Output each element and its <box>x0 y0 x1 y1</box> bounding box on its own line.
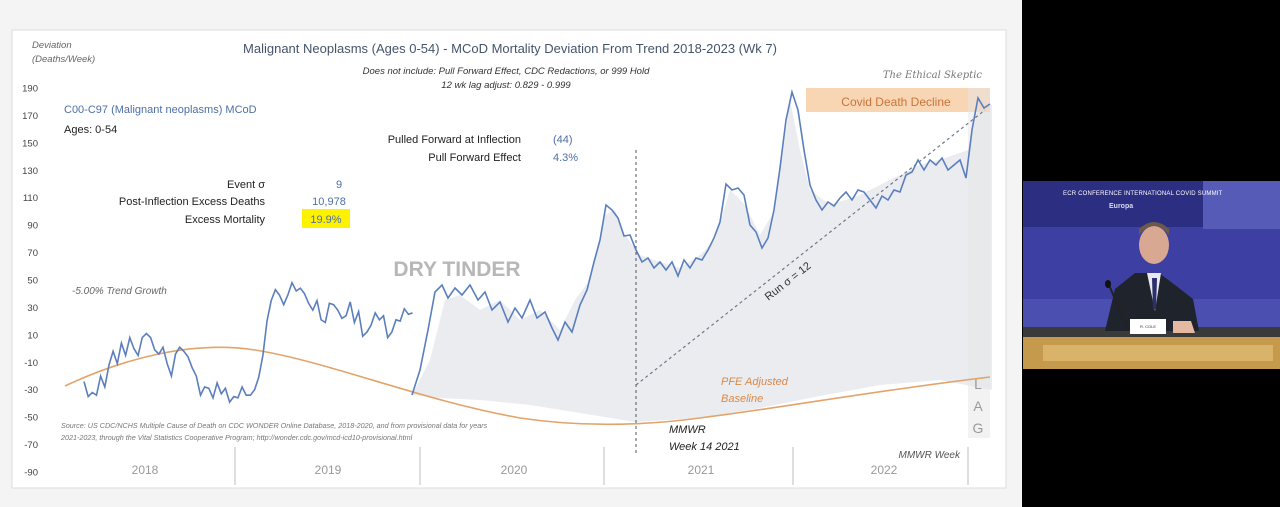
speaker-video-feed: ECR CONFERENCE INTERNATIONAL COVID SUMMI… <box>1023 181 1280 369</box>
y-tick-label: 170 <box>22 111 38 122</box>
series-line-late <box>411 88 991 396</box>
year-label-2020: 2020 <box>501 463 528 477</box>
y-tick-label: 30 <box>27 303 38 314</box>
chart-title: Malignant Neoplasms (Ages 0-54) - MCoD M… <box>243 41 777 56</box>
source-line-1: Source: US CDC/NCHS Multiple Cause of De… <box>61 421 488 430</box>
excess-mortality-highlight <box>302 209 350 228</box>
y-axis-label-2: (Deaths/Week) <box>32 54 95 65</box>
excess-shaded-area <box>412 100 992 422</box>
pull-forward-effect-value: 4.3% <box>553 152 578 164</box>
series-line-group <box>83 280 413 404</box>
y-tick-label: -50 <box>24 413 38 424</box>
presentation-slide: Covid Death Decline 190 170 150 130 110 90 70 5… <box>0 0 1022 507</box>
year-label-2021: 2021 <box>688 463 715 477</box>
covid-decline-band <box>806 88 990 112</box>
lag-letter-l: L <box>974 376 982 392</box>
pfe-label-2: Baseline <box>721 393 763 405</box>
source-line-2: 2021-2023, through the Vital Statistics … <box>60 433 413 442</box>
event-sigma-value: 9 <box>336 179 342 191</box>
y-tick-label: 70 <box>27 248 38 259</box>
year-label-2018: 2018 <box>132 463 159 477</box>
y-tick-label: -10 <box>24 358 38 369</box>
y-tick-label: -70 <box>24 440 38 451</box>
y-tick-label: 150 <box>22 138 38 149</box>
speaker-nameplate: R. COLE <box>1130 319 1166 334</box>
excess-deaths-label: Post-Inflection Excess Deaths <box>119 196 266 208</box>
event-sigma-label: Event σ <box>227 179 265 191</box>
series-name-label: C00-C97 (Malignant neoplasms) MCoD <box>64 104 257 116</box>
y-tick-label: -30 <box>24 385 38 396</box>
y-tick-label: -90 <box>24 468 38 479</box>
chart-subtitle-2: 12 wk lag adjust: 0.829 - 0.999 <box>441 80 571 91</box>
excess-mortality-value: 19.9% <box>310 214 341 226</box>
pfe-baseline-curve <box>64 346 991 426</box>
excess-deaths-value: 10,978 <box>312 196 346 208</box>
year-dividers <box>234 447 969 485</box>
excess-mortality-label: Excess Mortality <box>185 214 266 226</box>
mmwr-week-label: MMWR Week <box>899 450 961 461</box>
lag-letter-a: A <box>973 398 983 414</box>
pfe-label-1: PFE Adjusted <box>721 376 789 388</box>
ages-label: Ages: 0-54 <box>64 124 117 136</box>
video-backdrop-text: Europa <box>1109 203 1134 210</box>
lag-letter-g: G <box>973 420 984 436</box>
y-tick-label: 50 <box>27 276 38 287</box>
pulled-forward-value: (44) <box>553 134 573 146</box>
year-label-2019: 2019 <box>315 463 342 477</box>
chart-subtitle-1: Does not include: Pull Forward Effect, C… <box>363 66 650 77</box>
mmwr-label-2: Week 14 2021 <box>669 441 740 453</box>
y-tick-label: 90 <box>27 221 38 232</box>
y-tick-label: 10 <box>27 330 38 341</box>
mortality-chart: Covid Death Decline 190 170 150 130 110 90 70 5… <box>11 29 1007 489</box>
pulled-forward-label: Pulled Forward at Inflection <box>388 134 521 146</box>
video-scene <box>1023 181 1280 369</box>
y-tick-label: 110 <box>23 193 38 204</box>
series-line-early <box>83 280 413 404</box>
watermark-text: The Ethical Skeptic <box>883 70 983 81</box>
covid-decline-label: Covid Death Decline <box>841 95 951 109</box>
y-tick-label: 190 <box>22 84 38 95</box>
dry-tinder-label: DRY TINDER <box>393 258 520 281</box>
year-label-2022: 2022 <box>871 463 898 477</box>
y-axis-label-1: Deviation <box>32 40 72 51</box>
video-caption: ECR CONFERENCE INTERNATIONAL COVID SUMMI… <box>1063 191 1223 197</box>
y-tick-label: 130 <box>22 166 38 177</box>
pull-forward-effect-label: Pull Forward Effect <box>428 152 521 164</box>
trend-growth-label: -5.00% Trend Growth <box>72 286 167 297</box>
lag-band <box>968 88 990 438</box>
run-trend-line <box>635 109 986 386</box>
mmwr-label-1: MMWR <box>669 424 706 436</box>
y-axis-ticks: 190 170 150 130 110 90 70 50 30 10 -10 -30 -50 -70 -90 <box>22 84 38 479</box>
